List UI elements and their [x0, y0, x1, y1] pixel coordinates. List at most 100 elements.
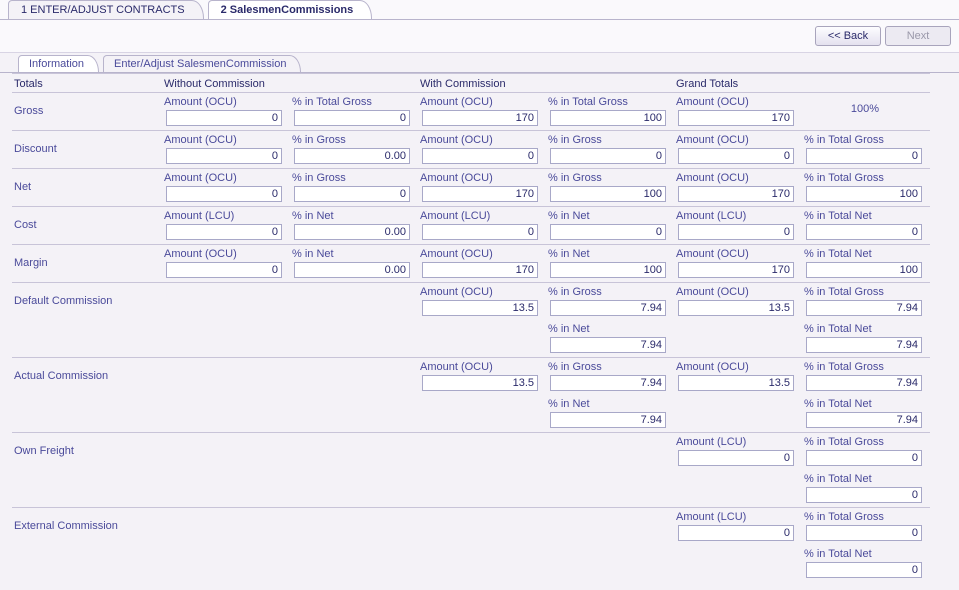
discount-without-amount[interactable]: [166, 148, 282, 164]
margin-with-pct[interactable]: [550, 262, 666, 278]
label-pct-net: % in Net: [292, 210, 414, 223]
row-default-commission-label: Default Commission: [12, 282, 162, 357]
label-pct-total-gross: % in Total Gross: [548, 96, 670, 109]
actcomm-with-pctnet[interactable]: [550, 412, 666, 428]
gross-with-amount[interactable]: [422, 110, 538, 126]
label-amount-ocu: Amount (OCU): [164, 172, 286, 185]
defcomm-grand-pctnet[interactable]: [806, 337, 922, 353]
margin-grand-amount[interactable]: [678, 262, 794, 278]
cost-without-amount[interactable]: [166, 224, 282, 240]
label-pct-net: % in Net: [548, 210, 670, 223]
label-amount-ocu: Amount (OCU): [676, 248, 798, 261]
header-without: Without Commission: [162, 73, 418, 92]
gross-without-pct[interactable]: [294, 110, 410, 126]
defcomm-with-pctnet[interactable]: [550, 337, 666, 353]
label-amount-ocu: Amount (OCU): [420, 134, 542, 147]
label-pct-gross: % in Gross: [548, 134, 670, 147]
row-discount-label: Discount: [12, 130, 162, 168]
gross-grand-amount[interactable]: [678, 110, 794, 126]
label-amount-ocu: Amount (OCU): [164, 134, 286, 147]
label-amount-ocu: Amount (OCU): [420, 172, 542, 185]
label-amount-lcu: Amount (LCU): [676, 436, 798, 449]
extcomm-grand-pctnet[interactable]: [806, 562, 922, 578]
label-amount-ocu: Amount (OCU): [420, 248, 542, 261]
margin-without-pct[interactable]: [294, 262, 410, 278]
tab-salesmen-commissions[interactable]: 2 SalesmenCommissions: [208, 0, 373, 19]
defcomm-grand-pctgross[interactable]: [806, 300, 922, 316]
tab-enter-adjust-contracts[interactable]: 1 ENTER/ADJUST CONTRACTS: [8, 0, 204, 19]
label-amount-ocu: Amount (OCU): [164, 248, 286, 261]
net-grand-amount[interactable]: [678, 186, 794, 202]
discount-with-pct[interactable]: [550, 148, 666, 164]
cost-with-pct[interactable]: [550, 224, 666, 240]
label-pct-total-gross: % in Total Gross: [804, 511, 926, 524]
label-pct-total-gross: % in Total Gross: [804, 286, 926, 299]
discount-without-pct[interactable]: [294, 148, 410, 164]
label-amount-ocu: Amount (OCU): [420, 286, 542, 299]
label-amount-ocu: Amount (OCU): [164, 96, 286, 109]
label-pct-net: % in Net: [548, 398, 670, 411]
label-amount-ocu: Amount (OCU): [420, 96, 542, 109]
actcomm-with-pctgross[interactable]: [550, 375, 666, 391]
label-pct-total-gross: % in Total Gross: [292, 96, 414, 109]
content-panel: Totals Without Commission With Commissio…: [0, 73, 959, 590]
label-pct-total-gross: % in Total Gross: [804, 361, 926, 374]
extcomm-grand-pctgross[interactable]: [806, 525, 922, 541]
row-net-label: Net: [12, 168, 162, 206]
label-pct-net: % in Net: [548, 323, 670, 336]
defcomm-with-amount[interactable]: [422, 300, 538, 316]
cost-with-amount[interactable]: [422, 224, 538, 240]
gross-without-amount[interactable]: [166, 110, 282, 126]
label-amount-lcu: Amount (LCU): [676, 511, 798, 524]
label-pct-gross: % in Gross: [548, 361, 670, 374]
label-pct-net: % in Net: [548, 248, 670, 261]
row-gross-label: Gross: [12, 92, 162, 130]
label-pct-net: % in Net: [292, 248, 414, 261]
discount-grand-amount[interactable]: [678, 148, 794, 164]
label-pct-gross: % in Gross: [548, 286, 670, 299]
back-button[interactable]: << Back: [815, 26, 881, 46]
discount-grand-pct[interactable]: [806, 148, 922, 164]
defcomm-with-pctgross[interactable]: [550, 300, 666, 316]
header-grand: Grand Totals: [674, 73, 930, 92]
actcomm-grand-amount[interactable]: [678, 375, 794, 391]
row-cost-label: Cost: [12, 206, 162, 244]
net-without-amount[interactable]: [166, 186, 282, 202]
net-with-amount[interactable]: [422, 186, 538, 202]
gross-with-pct[interactable]: [550, 110, 666, 126]
ownfreight-grand-amount[interactable]: [678, 450, 794, 466]
label-pct-total-gross: % in Total Gross: [804, 172, 926, 185]
label-amount-ocu: Amount (OCU): [676, 96, 798, 109]
actcomm-with-amount[interactable]: [422, 375, 538, 391]
row-actual-commission-label: Actual Commission: [12, 357, 162, 432]
label-pct-gross: % in Gross: [548, 172, 670, 185]
row-margin-label: Margin: [12, 244, 162, 282]
label-pct-total-net: % in Total Net: [804, 548, 926, 561]
cost-without-pct[interactable]: [294, 224, 410, 240]
actcomm-grand-pctnet[interactable]: [806, 412, 922, 428]
margin-grand-pct[interactable]: [806, 262, 922, 278]
subtab-enter-adjust[interactable]: Enter/Adjust SalesmenCommission: [103, 55, 301, 72]
margin-without-amount[interactable]: [166, 262, 282, 278]
discount-with-amount[interactable]: [422, 148, 538, 164]
actcomm-grand-pctgross[interactable]: [806, 375, 922, 391]
ownfreight-grand-pctnet[interactable]: [806, 487, 922, 503]
extcomm-grand-amount[interactable]: [678, 525, 794, 541]
toolbar: << Back Next: [0, 20, 959, 53]
label-pct-total-net: % in Total Net: [804, 398, 926, 411]
top-tab-bar: 1 ENTER/ADJUST CONTRACTS 2 SalesmenCommi…: [0, 0, 959, 20]
subtab-information[interactable]: Information: [18, 55, 99, 72]
label-pct-gross: % in Gross: [292, 172, 414, 185]
row-external-commission-label: External Commission: [12, 507, 162, 582]
net-with-pct[interactable]: [550, 186, 666, 202]
net-without-pct[interactable]: [294, 186, 410, 202]
cost-grand-pct[interactable]: [806, 224, 922, 240]
defcomm-grand-amount[interactable]: [678, 300, 794, 316]
ownfreight-grand-pctgross[interactable]: [806, 450, 922, 466]
header-totals: Totals: [12, 73, 162, 92]
sub-tab-bar: Information Enter/Adjust SalesmenCommiss…: [0, 53, 959, 73]
label-amount-lcu: Amount (LCU): [420, 210, 542, 223]
cost-grand-amount[interactable]: [678, 224, 794, 240]
net-grand-pct[interactable]: [806, 186, 922, 202]
margin-with-amount[interactable]: [422, 262, 538, 278]
